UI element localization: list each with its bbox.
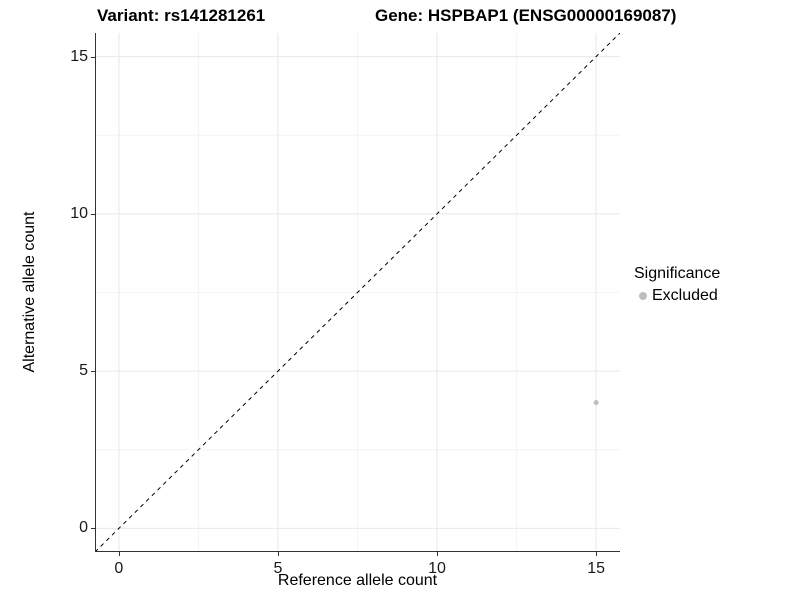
x-tick-label-10: 10 xyxy=(428,560,446,577)
x-axis-title: Reference allele count xyxy=(277,572,438,589)
identity-line xyxy=(95,33,620,552)
plot-panel xyxy=(95,33,620,552)
plot-title-gene: Gene: HSPBAP1 (ENSG00000169087) xyxy=(375,6,677,25)
y-tick-label-0: 0 xyxy=(79,519,88,537)
y-tick-0 xyxy=(91,528,95,530)
x-tick-15 xyxy=(596,552,598,556)
y-tick-label-5: 5 xyxy=(79,362,88,380)
y-tick-15 xyxy=(91,56,95,58)
legend-item-label: Excluded xyxy=(652,287,718,304)
legend: Significance Excluded xyxy=(634,264,720,306)
x-tick-5 xyxy=(277,552,279,556)
x-tick-10 xyxy=(437,552,439,556)
legend-item-excluded: Excluded xyxy=(634,286,720,306)
legend-key xyxy=(634,292,652,300)
x-tick-0 xyxy=(118,552,120,556)
plot-title-variant: Variant: rs141281261 xyxy=(97,6,266,25)
x-tick-label-0: 0 xyxy=(114,560,124,577)
y-axis-title: Alternative allele count xyxy=(21,211,38,373)
x-tick-label-5: 5 xyxy=(273,560,283,577)
y-tick-10 xyxy=(91,213,95,215)
data-point-excluded xyxy=(593,400,599,406)
plot-canvas xyxy=(95,33,620,552)
y-tick-label-10: 10 xyxy=(70,204,88,222)
y-tick-label-15: 15 xyxy=(70,47,88,65)
excluded-marker-icon xyxy=(639,292,647,300)
x-tick-label-15: 15 xyxy=(587,560,606,577)
y-tick-5 xyxy=(91,371,95,373)
legend-title: Significance xyxy=(634,265,721,282)
